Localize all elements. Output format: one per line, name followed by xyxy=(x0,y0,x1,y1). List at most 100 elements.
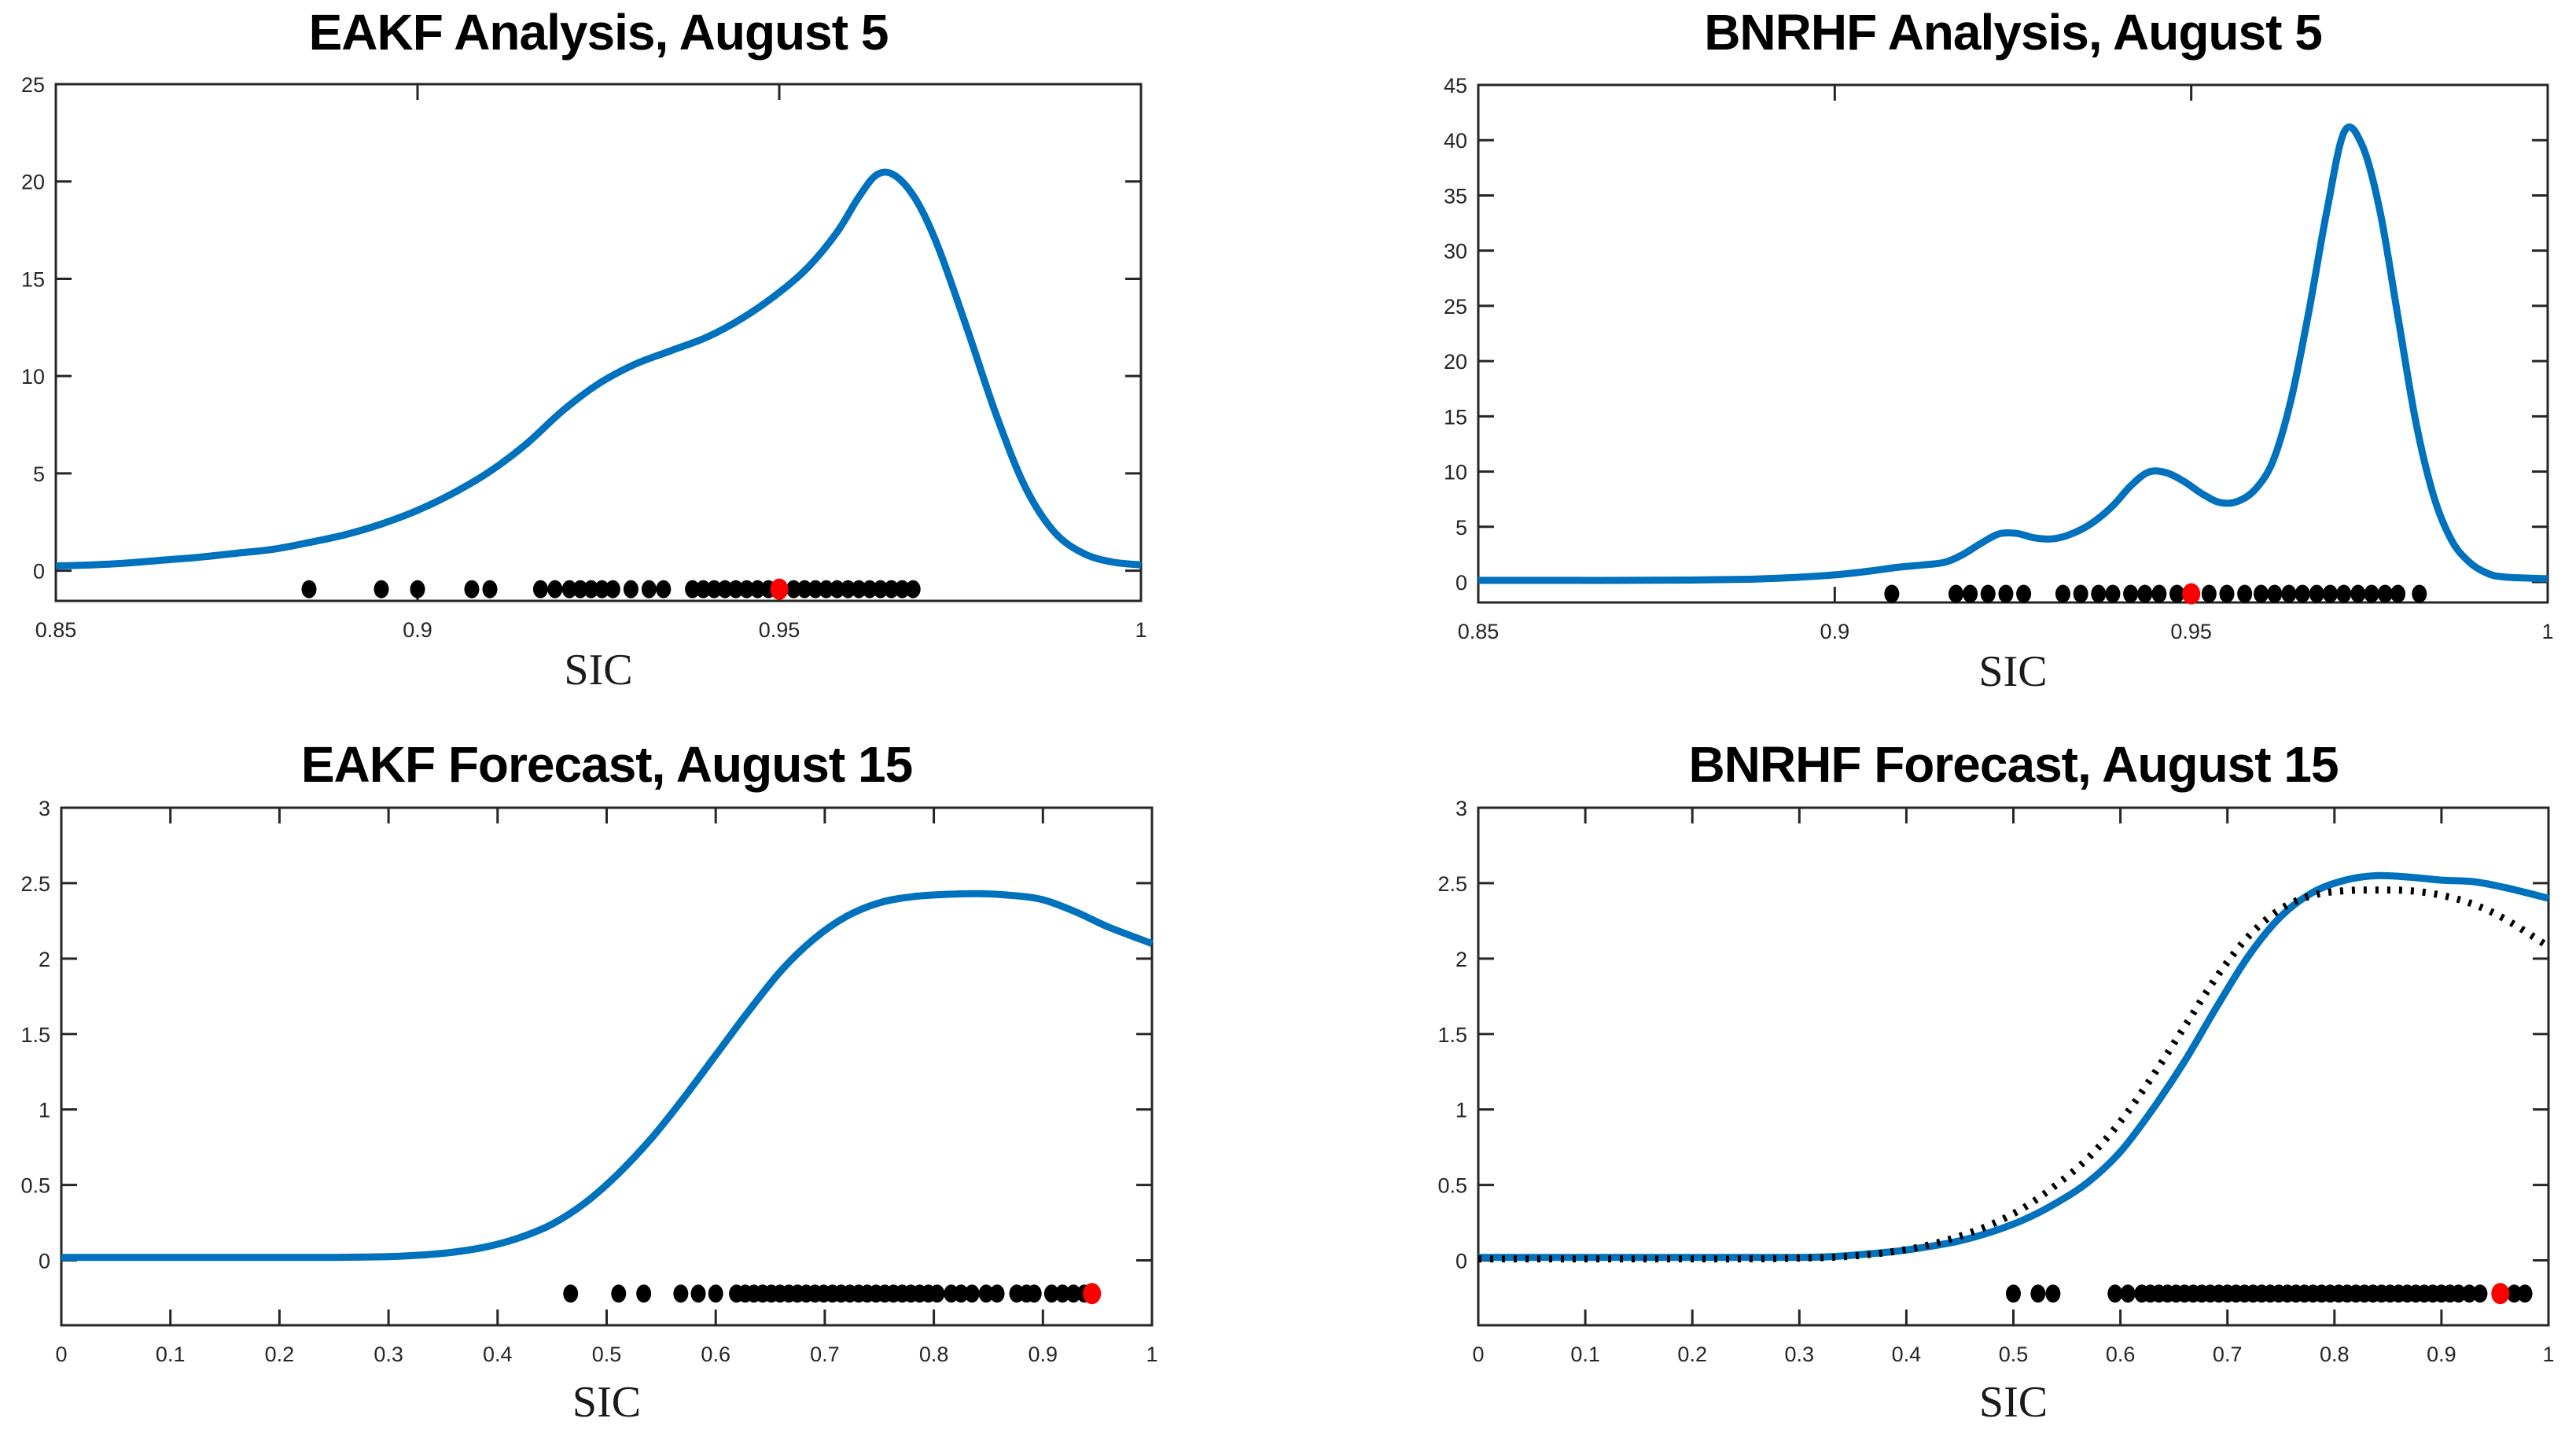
ensemble-member-dot xyxy=(1043,1284,1059,1303)
ensemble-member-dot xyxy=(2219,584,2235,603)
svg-text:0.8: 0.8 xyxy=(919,1343,949,1366)
ensemble-member-dot xyxy=(583,580,599,599)
ensemble-member-dot xyxy=(1948,584,1963,603)
ensemble-member-dot xyxy=(532,580,548,599)
ensemble-member-dot xyxy=(594,580,610,599)
svg-text:0: 0 xyxy=(1472,1343,1484,1366)
svg-text:3: 3 xyxy=(1455,797,1467,820)
ensemble-member-dot xyxy=(482,580,498,599)
curve-blue-solid-density xyxy=(61,890,1154,1262)
svg-text:0: 0 xyxy=(1455,1250,1467,1273)
svg-text:0.5: 0.5 xyxy=(1999,1343,2029,1366)
plot-title: EAKF Analysis, August 5 xyxy=(308,4,889,61)
ensemble-member-dot xyxy=(2336,584,2352,603)
ensemble-member-dot xyxy=(464,580,480,599)
tick-marks xyxy=(54,83,1143,601)
svg-text:2: 2 xyxy=(1455,948,1467,971)
ensemble-member-dot xyxy=(708,1284,723,1303)
ensemble-member-dot xyxy=(1026,1284,1042,1303)
ensemble-member-dot xyxy=(2377,584,2393,603)
ensemble-member-dot xyxy=(2472,1284,2488,1303)
ensemble-member-dot xyxy=(2045,1284,2061,1303)
svg-text:0: 0 xyxy=(1455,571,1467,595)
ensemble-member-dot xyxy=(1998,584,2014,603)
ensemble-member-dot xyxy=(905,580,921,599)
ensemble-member-dot xyxy=(2451,1284,2467,1303)
svg-text:0.8: 0.8 xyxy=(2320,1343,2350,1366)
subplot-bnrhf-analysis: BNRHF Analysis, August 5 0.85 0.9 0.95 1 0 5 1… xyxy=(1288,0,2576,716)
ensemble-member-dot xyxy=(2151,584,2167,603)
ensemble-member-dot xyxy=(2016,584,2032,603)
ensemble-rug xyxy=(563,1284,1092,1303)
svg-text:0.6: 0.6 xyxy=(701,1343,730,1366)
svg-text:0.95: 0.95 xyxy=(2170,620,2212,643)
x-axis-label: SIC xyxy=(1978,1378,2048,1427)
svg-text:0: 0 xyxy=(55,1343,67,1366)
curve-black-dotted-density xyxy=(1478,886,2551,1263)
curve-blue-solid-density xyxy=(55,168,1142,569)
ensemble-member-dot xyxy=(706,580,722,599)
svg-text:0.9: 0.9 xyxy=(1820,620,1850,643)
ensemble-member-dot xyxy=(786,580,801,599)
y-tick-labels: 0 5 10 15 20 25 xyxy=(21,73,45,584)
svg-text:20: 20 xyxy=(21,171,45,194)
ensemble-member-dot xyxy=(563,1284,579,1303)
svg-text:0: 0 xyxy=(39,1250,50,1273)
svg-text:2: 2 xyxy=(39,948,50,971)
observation-marker xyxy=(1083,1283,1102,1305)
ensemble-member-dot xyxy=(808,580,823,599)
svg-text:25: 25 xyxy=(1444,295,1467,319)
ensemble-member-dot xyxy=(695,580,711,599)
tick-marks xyxy=(60,806,1154,1325)
ensemble-member-dot xyxy=(851,580,867,599)
ensemble-member-dot xyxy=(547,580,563,599)
axes-box xyxy=(1477,83,2549,604)
svg-text:0.4: 0.4 xyxy=(1892,1343,1922,1366)
y-tick-labels: 0 0.5 1 1.5 2 2.5 3 xyxy=(1437,797,1467,1273)
ensemble-member-dot xyxy=(1963,584,1978,603)
ensemble-member-dot xyxy=(623,580,638,599)
svg-text:0.3: 0.3 xyxy=(374,1343,403,1366)
ensemble-member-dot xyxy=(2294,584,2310,603)
ensemble-member-dot xyxy=(2030,1284,2046,1303)
x-tick-labels: 0.85 0.9 0.95 1 xyxy=(1458,620,2554,643)
svg-text:2.5: 2.5 xyxy=(1437,872,1467,896)
svg-text:35: 35 xyxy=(1444,184,1467,208)
svg-text:40: 40 xyxy=(1444,129,1467,153)
observation-marker xyxy=(770,578,789,600)
ensemble-member-dot xyxy=(656,580,672,599)
svg-text:1.5: 1.5 xyxy=(20,1023,50,1047)
x-tick-labels: 0 0.1 0.2 0.3 0.4 0.5 0.6 0.7 0.8 0.9 1 xyxy=(55,1343,1157,1366)
svg-text:2.5: 2.5 xyxy=(20,872,50,896)
svg-text:0.1: 0.1 xyxy=(1570,1343,1600,1366)
tick-marks xyxy=(1477,83,2549,602)
axes-box xyxy=(1477,806,2550,1327)
ensemble-member-dot xyxy=(2107,1284,2123,1303)
ensemble-member-dot xyxy=(964,1284,980,1303)
svg-text:20: 20 xyxy=(1444,350,1467,374)
ensemble-member-dot xyxy=(2461,1284,2477,1303)
ensemble-rug xyxy=(301,580,921,599)
svg-text:10: 10 xyxy=(21,365,45,389)
ensemble-member-dot xyxy=(374,580,389,599)
plot-title: BNRHF Analysis, August 5 xyxy=(1704,4,2323,61)
ensemble-member-dot xyxy=(728,580,744,599)
svg-text:0.9: 0.9 xyxy=(403,618,432,642)
svg-text:15: 15 xyxy=(1444,405,1467,429)
ensemble-member-dot xyxy=(797,580,812,599)
ensemble-member-dot xyxy=(894,580,910,599)
svg-text:0.9: 0.9 xyxy=(1029,1343,1058,1366)
svg-text:1: 1 xyxy=(1146,1343,1157,1366)
ensemble-member-dot xyxy=(685,580,701,599)
ensemble-member-dot xyxy=(830,580,845,599)
ensemble-member-dot xyxy=(2237,584,2253,603)
svg-text:25: 25 xyxy=(21,73,45,97)
ensemble-member-dot xyxy=(2309,584,2324,603)
subplot-eakf-forecast: EAKF Forecast, August 15 0 0.1 0.2 0.3 0.4 0.… xyxy=(0,716,1288,1433)
observation-marker xyxy=(2491,1283,2510,1305)
ensemble-member-dot xyxy=(2055,584,2070,603)
ensemble-member-dot xyxy=(2506,1284,2522,1303)
x-tick-labels: 0.85 0.9 0.95 1 xyxy=(35,618,1147,642)
ensemble-member-dot xyxy=(1980,584,1996,603)
svg-text:1: 1 xyxy=(1455,1099,1467,1122)
